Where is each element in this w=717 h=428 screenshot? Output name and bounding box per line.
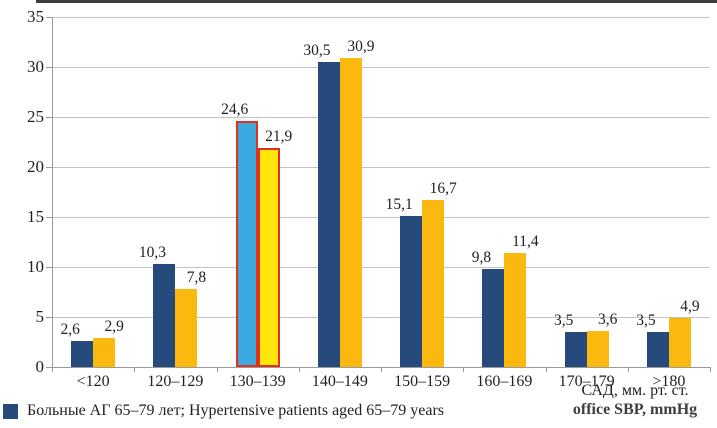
- gridline: [52, 267, 710, 268]
- x-category-label: 160–169: [476, 373, 533, 390]
- bar-value-label: 2,6: [60, 321, 80, 338]
- bar-highlighted-series2: [257, 148, 280, 367]
- bar-value-label: 24,6: [221, 101, 249, 118]
- bar-series1: [400, 216, 423, 367]
- bar-value-label: 21,9: [265, 128, 293, 145]
- y-axis-tick: [46, 17, 52, 18]
- bar-series2: [175, 289, 198, 367]
- x-axis-tick: [134, 367, 136, 372]
- bar-series2: [339, 58, 362, 367]
- bar-value-label: 7,8: [186, 269, 207, 286]
- legend: Больные АГ 65–79 лет; Hypertensive patie…: [3, 402, 444, 420]
- bar-series1: [564, 332, 587, 367]
- gridline: [52, 217, 710, 218]
- page-top-border: [36, 0, 717, 3]
- x-axis-title-ru: САД, мм. рт. ст.: [581, 382, 689, 399]
- y-axis-tick-label: 5: [35, 307, 45, 326]
- bar-value-label: 15,1: [385, 196, 413, 213]
- bar-series2: [586, 331, 609, 367]
- y-axis-tick-label: 20: [27, 157, 44, 176]
- bar-series2: [422, 200, 445, 367]
- bar-value-label: 9,8: [471, 249, 492, 266]
- y-axis-tick: [46, 317, 52, 318]
- x-category-label: >180: [652, 373, 686, 390]
- bar-value-label: 4,9: [680, 298, 700, 315]
- x-axis-title-en: office SBP, mmHg: [572, 401, 698, 418]
- y-axis-line: [52, 17, 53, 367]
- y-axis-tick: [46, 67, 52, 68]
- bar-series1: [71, 341, 94, 367]
- x-category-label: 140–149: [311, 373, 368, 390]
- y-axis-tick-label: 15: [27, 207, 44, 226]
- x-category-label: 170–179: [558, 373, 615, 390]
- y-axis-tick-label: 30: [27, 57, 44, 76]
- x-axis-tick: [627, 367, 629, 372]
- x-axis-tick: [298, 367, 300, 372]
- y-axis-tick-label: 10: [27, 257, 44, 276]
- bar-series1: [317, 62, 340, 367]
- x-category-label: 120–129: [147, 373, 204, 390]
- y-axis-tick: [46, 367, 52, 368]
- x-axis-tick: [52, 367, 53, 372]
- x-axis-tick: [463, 367, 465, 372]
- gridline: [52, 17, 710, 18]
- bar-value-label: 10,3: [138, 244, 166, 261]
- bar-value-label: 30,5: [303, 42, 331, 59]
- bar-series2: [668, 318, 691, 367]
- bar-series2: [504, 253, 527, 367]
- bar-series2: [93, 338, 116, 367]
- bar-value-label: 3,6: [597, 311, 618, 328]
- bar-value-label: 2,9: [104, 318, 124, 335]
- gridline: [52, 117, 710, 118]
- x-category-label: 130–139: [229, 373, 286, 390]
- legend-swatch-blue: [3, 403, 18, 419]
- bar-value-label: 30,9: [347, 38, 375, 55]
- x-axis-tick: [545, 367, 547, 372]
- y-axis-tick: [46, 267, 52, 268]
- y-axis-tick-label: 35: [27, 7, 44, 26]
- gridline: [52, 167, 710, 168]
- bar-highlighted-series1: [235, 121, 258, 367]
- bar-value-label: 3,5: [636, 312, 656, 329]
- legend-label: Больные АГ 65–79 лет; Hypertensive patie…: [27, 402, 445, 419]
- y-axis-tick-label: 0: [35, 357, 45, 376]
- y-axis-tick-label: 25: [27, 107, 44, 126]
- gridline: [52, 67, 710, 68]
- bar-value-label: 16,7: [429, 180, 457, 197]
- bar-value-label: 3,5: [553, 312, 574, 329]
- bar-series1: [646, 332, 669, 367]
- x-axis-title: САД, мм. рт. ст. office SBP, mmHg: [553, 381, 717, 419]
- x-axis-tick: [381, 367, 382, 372]
- x-axis-tick: [216, 367, 218, 372]
- x-axis-tick: [710, 367, 711, 372]
- y-axis-tick: [46, 167, 52, 168]
- bar-series1: [482, 269, 505, 367]
- x-category-label: 150–159: [394, 373, 451, 390]
- bar-series1: [153, 264, 176, 367]
- bar-value-label: 11,4: [512, 233, 539, 250]
- y-axis-tick: [46, 117, 52, 118]
- y-axis-tick: [46, 217, 52, 218]
- gridline: [52, 317, 710, 318]
- x-category-label: <120: [76, 373, 110, 390]
